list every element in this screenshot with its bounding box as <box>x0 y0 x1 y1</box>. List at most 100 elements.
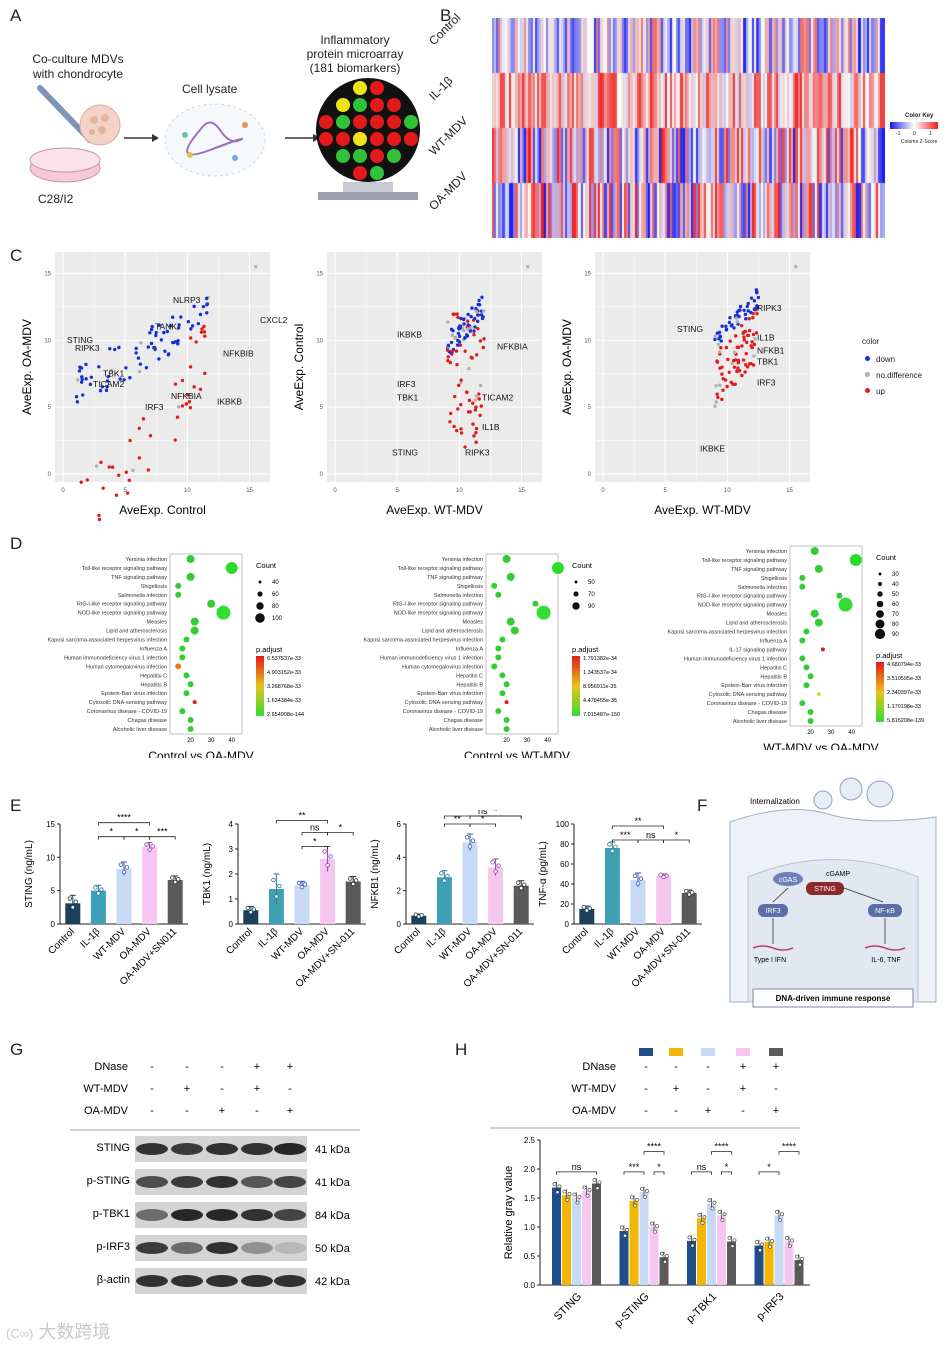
significance-label: * <box>109 827 113 837</box>
dot-mark <box>186 555 195 563</box>
significance-label: *** <box>620 830 631 840</box>
scatter-point <box>127 478 132 483</box>
bar <box>687 1240 696 1285</box>
padj-legend-label: 6.537537e-33 <box>267 656 301 662</box>
data-point <box>689 890 695 895</box>
dot-mark <box>803 628 810 635</box>
data-point <box>248 909 253 915</box>
blot-band <box>241 1176 273 1188</box>
bar <box>562 1195 571 1285</box>
data-point <box>251 907 256 912</box>
dot-mark <box>192 700 197 705</box>
blot-band <box>274 1143 306 1155</box>
dot-mark <box>502 555 511 563</box>
padj-legend-title: p.adjust <box>876 651 903 660</box>
pathway-label: Chagas disease <box>128 718 167 724</box>
dot-mark <box>810 547 819 555</box>
heatmap-row-label: IL-1β <box>426 73 456 103</box>
array-spot <box>370 132 384 146</box>
count-legend-dot <box>572 602 580 610</box>
significance-label: * <box>339 823 343 833</box>
y-tick-label: 20 <box>560 900 569 909</box>
data-point <box>720 1218 725 1222</box>
scatter-point <box>163 349 167 353</box>
scatter-point <box>753 337 757 341</box>
gene-label: TICAM2 <box>93 379 124 389</box>
blot-band <box>171 1242 203 1254</box>
y-tick-label: 40 <box>560 880 569 889</box>
scatter-point <box>89 375 94 379</box>
scatter-point <box>477 303 482 307</box>
scatter-point <box>747 317 751 321</box>
data-point <box>350 881 356 887</box>
y-tick-label: 0.0 <box>524 1281 536 1290</box>
pathway-label: Human cytomegalovirus infection <box>402 664 483 670</box>
data-point <box>635 1197 639 1202</box>
data-point <box>169 875 175 880</box>
scatter-point <box>715 331 720 335</box>
y-axis-title: AveExp. Control <box>292 324 306 411</box>
padj-gradient-bar <box>876 662 884 722</box>
scatter-point <box>175 415 180 419</box>
gene-label: IKBKB <box>217 396 242 406</box>
bar <box>90 890 106 924</box>
scatter-point <box>185 393 190 397</box>
scatter-point <box>113 347 117 352</box>
dot-mark <box>175 591 182 598</box>
scatter-point <box>104 388 109 393</box>
padj-legend-label: 4.680794e-33 <box>887 662 921 668</box>
scatter-point <box>146 468 151 472</box>
scatter-point <box>85 478 90 482</box>
scatter-point <box>480 295 484 300</box>
significance-label: * <box>135 827 139 837</box>
scatter-point <box>461 317 466 322</box>
scatter-point <box>745 304 749 309</box>
bar <box>604 848 620 924</box>
scatter-point <box>478 413 482 418</box>
gene-label: TANK <box>155 322 177 332</box>
padj-legend-label: 1.791382e-34 <box>583 656 617 662</box>
scatter-point <box>184 402 189 406</box>
array-spot <box>336 115 350 129</box>
y-tick-label: 5 <box>320 405 324 411</box>
blot-band <box>136 1275 168 1287</box>
gene-label: IKBKE <box>700 443 725 453</box>
data-point <box>277 883 282 889</box>
x-tick-label: 15 <box>518 488 525 494</box>
condition-sign: + <box>254 1083 260 1095</box>
array-spot <box>353 98 367 112</box>
significance-bracket <box>637 839 664 843</box>
data-point <box>592 1178 597 1182</box>
scatter-point <box>742 335 746 339</box>
pathway-label: Hepatitis B <box>456 682 483 688</box>
microarray-caption: Inflammatory protein microarray (181 bio… <box>296 33 414 75</box>
count-legend-label: 50 <box>588 580 595 586</box>
scatter-point <box>732 326 736 330</box>
array-spot <box>370 98 384 112</box>
pathway-label: Kaposi sarcoma-associated herpesvirus in… <box>47 638 167 644</box>
scatter-point <box>162 330 166 335</box>
irf3-node-label: IRF3 <box>765 908 780 915</box>
count-legend-title: Count <box>256 561 277 570</box>
dot-mark <box>190 626 199 635</box>
pathway-label: Alcoholic liver disease <box>429 727 483 733</box>
bar <box>681 893 697 924</box>
gene-label: CXCL2 <box>260 315 288 325</box>
array-spot <box>319 132 333 146</box>
data-point <box>775 1210 779 1214</box>
x-axis-title: AveExp. WT-MDV <box>654 503 750 517</box>
data-point <box>347 876 353 881</box>
count-legend-dot <box>876 610 884 618</box>
significance-bracket <box>123 836 150 840</box>
dot-mark <box>495 591 502 598</box>
legend-swatch <box>639 1048 653 1056</box>
count-legend-dot <box>877 591 883 597</box>
scatter-point <box>126 491 130 495</box>
scatter-point <box>450 333 454 337</box>
scatter-point <box>199 330 204 334</box>
bar <box>659 1257 669 1285</box>
condition-sign: - <box>220 1083 224 1095</box>
dotplot-3: Yersinia infection Toll-like receptor sig… <box>667 545 924 750</box>
scatter-point <box>720 324 724 328</box>
